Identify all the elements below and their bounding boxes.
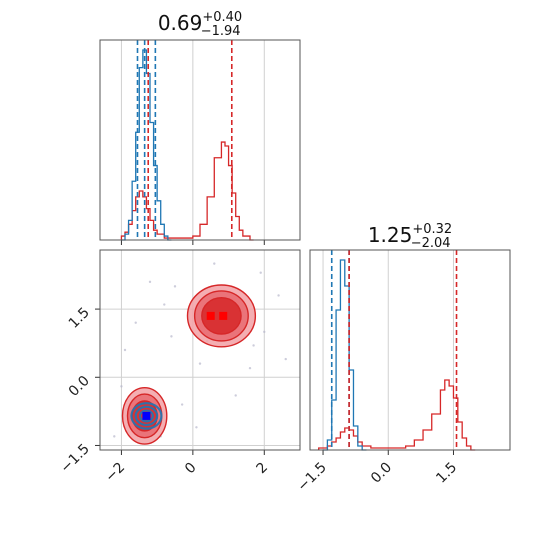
tick-label-scatter-x-0: −2 — [102, 460, 128, 486]
sample-point-13 — [148, 280, 152, 284]
title-y-upper: +0.32 — [412, 222, 452, 237]
scatter-panel — [95, 249, 301, 455]
red-histogram-x — [120, 141, 254, 241]
blue-histogram-x — [121, 49, 172, 241]
marker-0 — [206, 311, 215, 320]
title-y: 1.25+0.32 −2.04 — [368, 222, 452, 251]
sample-point-14 — [213, 262, 216, 265]
sample-point-18 — [284, 357, 287, 361]
sample-point-19 — [134, 321, 137, 324]
red-histogram-y — [318, 379, 476, 451]
blue-histogram-y — [323, 259, 367, 451]
tick-label-scatter-x-2: 2 — [253, 460, 271, 478]
sample-point-0 — [163, 303, 166, 306]
title-x: 0.69+0.40 −1.94 — [158, 10, 242, 39]
title-y-value: 1.25 — [368, 223, 413, 247]
histogram-y-frame — [309, 249, 511, 451]
title-x-lower: −1.94 — [201, 24, 241, 39]
histogram-x-frame — [99, 39, 301, 241]
panel-titles: 0.69+0.40 −1.94 1.25+0.32 −2.04 — [158, 10, 452, 251]
sample-point-9 — [195, 426, 198, 429]
tick-label-y-hist-2: 1.5 — [433, 460, 460, 487]
title-x-value: 0.69 — [158, 11, 203, 35]
blue-contour-2 — [138, 409, 154, 423]
sample-point-8 — [120, 385, 123, 388]
tick-label-scatter-y-2: 1.5 — [66, 305, 93, 332]
sample-point-1 — [173, 285, 177, 288]
tick-label-y-hist-1: 0.0 — [368, 460, 395, 487]
sample-point-10 — [234, 394, 237, 397]
title-x-upper: +0.40 — [202, 10, 242, 25]
sample-point-15 — [113, 435, 116, 438]
sample-point-5 — [123, 348, 127, 352]
sample-point-2 — [198, 362, 202, 365]
marker-1 — [219, 311, 228, 320]
tick-label-scatter-x-1: 0 — [182, 460, 200, 478]
tick-label-y-hist-0: −1.5 — [295, 460, 330, 495]
blue-contour-1 — [134, 405, 159, 427]
scatter-frame — [99, 249, 301, 451]
tick-labels: −1.5 0.0 1.5 −2 0 2 −1.5 0.0 1.5 — [57, 305, 460, 495]
sample-point-12 — [277, 294, 280, 297]
tick-label-scatter-y-0: −1.5 — [57, 441, 92, 476]
marker-2 — [142, 411, 151, 420]
sample-point-16 — [252, 344, 255, 347]
sample-point-7 — [259, 271, 262, 274]
tick-label-scatter-y-1: 0.0 — [66, 373, 93, 400]
sample-point-4 — [263, 330, 266, 334]
sample-point-3 — [248, 366, 252, 370]
sample-point-11 — [170, 335, 173, 338]
title-y-lower: −2.04 — [411, 236, 451, 251]
blue-contour-0 — [130, 402, 163, 430]
sample-point-6 — [180, 403, 184, 406]
histogram-panel-y — [309, 249, 511, 455]
histogram-panel-x — [99, 39, 301, 245]
